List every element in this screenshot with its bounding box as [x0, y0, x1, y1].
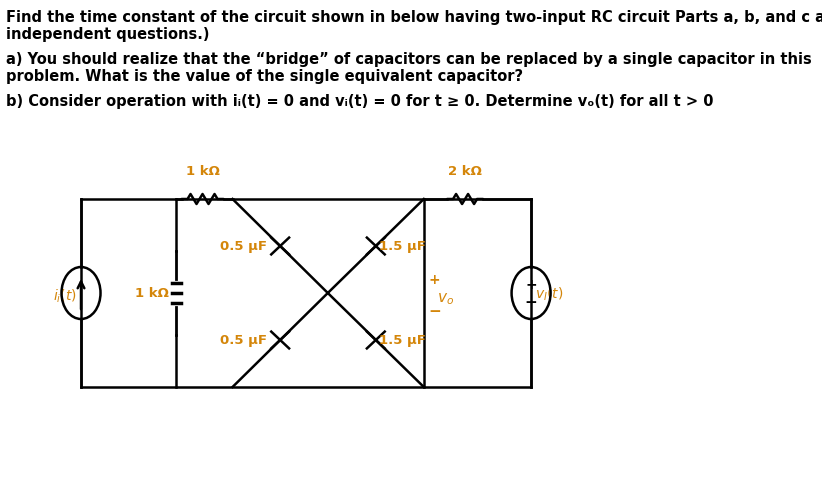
Text: 2 kΩ: 2 kΩ: [448, 165, 482, 178]
Text: −: −: [524, 295, 538, 310]
Text: a) You should realize that the “bridge” of capacitors can be replaced by a singl: a) You should realize that the “bridge” …: [6, 52, 812, 67]
Text: +: +: [525, 277, 537, 291]
Text: 0.5 μF: 0.5 μF: [219, 240, 266, 253]
Text: 1.5 μF: 1.5 μF: [379, 334, 426, 347]
Text: problem. What is the value of the single equivalent capacitor?: problem. What is the value of the single…: [6, 69, 523, 84]
Text: +: +: [428, 272, 440, 287]
Text: 1 kΩ: 1 kΩ: [135, 287, 169, 300]
Text: Find the time constant of the circuit shown in below having two-input RC circuit: Find the time constant of the circuit sh…: [6, 10, 822, 25]
Text: $v_I(t)$: $v_I(t)$: [535, 285, 563, 302]
Text: 1 kΩ: 1 kΩ: [186, 165, 219, 178]
Text: $v_o$: $v_o$: [437, 290, 455, 306]
Text: $i_i(t)$: $i_i(t)$: [53, 287, 77, 304]
Text: 0.5 μF: 0.5 μF: [219, 334, 266, 347]
Text: −: −: [428, 304, 441, 319]
Text: independent questions.): independent questions.): [6, 27, 210, 42]
Text: b) Consider operation with iᵢ(t) = 0 and vᵢ(t) = 0 for t ≥ 0. Determine vₒ(t) fo: b) Consider operation with iᵢ(t) = 0 and…: [6, 94, 713, 109]
Text: 1.5 μF: 1.5 μF: [379, 240, 426, 253]
